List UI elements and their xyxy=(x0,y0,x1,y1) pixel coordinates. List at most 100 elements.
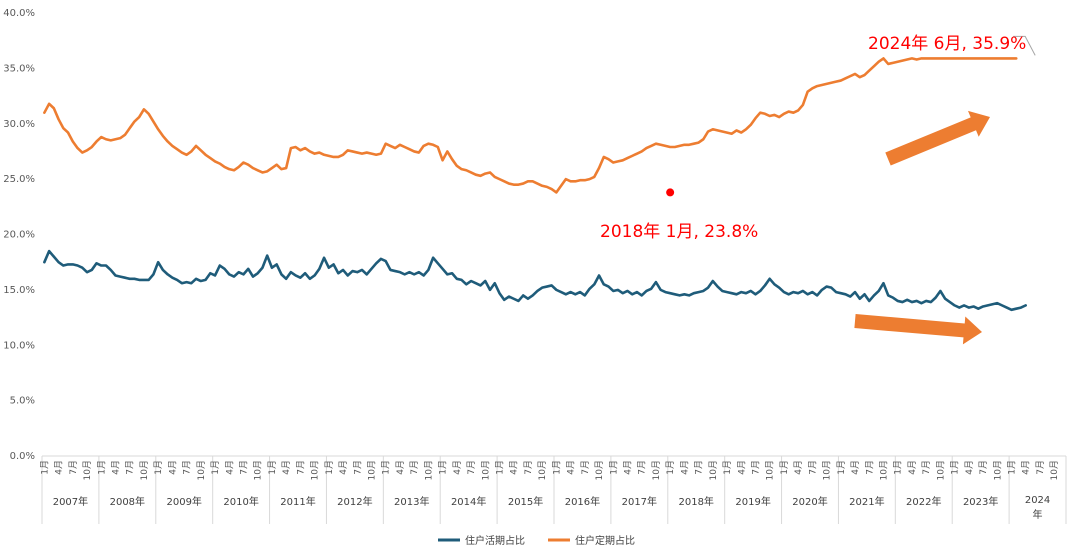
month-tick-label: 4月 xyxy=(850,460,861,475)
month-tick-label: 4月 xyxy=(110,460,121,475)
year-label: 2019年 xyxy=(735,495,770,508)
month-tick-label: 7月 xyxy=(238,460,249,475)
max-leader-line xyxy=(1013,35,1036,56)
year-label: 2018年 xyxy=(678,495,713,508)
month-tick-label: 4月 xyxy=(679,460,690,475)
month-tick-label: 7月 xyxy=(523,460,534,475)
year-label: 2013年 xyxy=(394,495,429,508)
trend-arrow-flat xyxy=(854,314,982,345)
month-tick-label: 10月 xyxy=(537,460,548,480)
series-line-demand xyxy=(43,249,1027,312)
month-tick-label: 4月 xyxy=(281,460,292,475)
month-tick-label: 7月 xyxy=(352,460,363,475)
month-tick-label: 1月 xyxy=(324,460,335,475)
month-tick-label: 4月 xyxy=(907,460,918,475)
month-tick-label: 7月 xyxy=(466,460,477,475)
month-tick-label: 4月 xyxy=(54,460,65,475)
month-tick-label: 4月 xyxy=(338,460,349,475)
month-tick-label: 4月 xyxy=(224,460,235,475)
month-tick-label: 4月 xyxy=(736,460,747,475)
y-tick-label: 10.0% xyxy=(3,340,35,351)
month-tick-label: 4月 xyxy=(1021,460,1032,475)
month-tick-label: 1月 xyxy=(381,460,392,475)
year-label: 2010年 xyxy=(223,495,258,508)
year-label: 2024 xyxy=(1025,495,1050,506)
y-axis: 0.0% 5.0% 10.0% 15.0% 20.0% 25.0% 30.0% 35.0% 40… xyxy=(3,8,1066,462)
month-tick-label: 7月 xyxy=(978,460,989,475)
month-tick-label: 7月 xyxy=(807,460,818,475)
annotation-layer: 2024年 6月, 35.9% 2018年 1月, 23.8% xyxy=(600,34,1036,345)
month-tick-label: 1月 xyxy=(893,460,904,475)
month-tick-label: 7月 xyxy=(409,460,420,475)
trend-arrow-up xyxy=(885,110,990,166)
month-tick-label: 10月 xyxy=(708,460,719,480)
month-tick-label: 10月 xyxy=(82,460,93,480)
y-tick-label: 0.0% xyxy=(10,451,35,462)
month-tick-label: 4月 xyxy=(167,460,178,475)
month-tick-label: 4月 xyxy=(964,460,975,475)
y-tick-label: 5.0% xyxy=(10,396,35,407)
month-tick-label: 10月 xyxy=(765,460,776,480)
month-tick-label: 10月 xyxy=(366,460,377,480)
y-tick-label: 20.0% xyxy=(3,230,35,241)
year-label: 2015年 xyxy=(508,495,543,508)
y-tick-label: 30.0% xyxy=(3,119,35,130)
y-tick-label: 25.0% xyxy=(3,174,35,185)
month-tick-label: 4月 xyxy=(622,460,633,475)
month-tick-label: 4月 xyxy=(452,460,463,475)
month-tick-label: 7月 xyxy=(921,460,932,475)
month-tick-label: 1月 xyxy=(779,460,790,475)
y-tick-label: 40.0% xyxy=(3,8,35,19)
year-label: 2017年 xyxy=(622,495,657,508)
month-tick-label: 1月 xyxy=(438,460,449,475)
month-tick-label: 7月 xyxy=(68,460,79,475)
month-tick-label: 10月 xyxy=(594,460,605,480)
month-tick-label: 7月 xyxy=(637,460,648,475)
year-label: 2009年 xyxy=(166,495,201,508)
year-label: 2014年 xyxy=(451,495,486,508)
month-tick-label: 10月 xyxy=(253,460,264,480)
month-tick-label: 4月 xyxy=(566,460,577,475)
month-tick-label: 1月 xyxy=(722,460,733,475)
year-label: 2023年 xyxy=(963,495,998,508)
month-tick-label: 4月 xyxy=(395,460,406,475)
max-annotation: 2024年 6月, 35.9% xyxy=(868,34,1026,54)
month-tick-label: 7月 xyxy=(1035,460,1046,475)
year-label: 2008年 xyxy=(110,495,145,508)
series-layer xyxy=(43,57,1027,312)
month-tick-label: 10月 xyxy=(196,460,207,480)
year-label: 2016年 xyxy=(565,495,600,508)
month-tick-label: 10月 xyxy=(878,460,889,480)
month-tick-label: 7月 xyxy=(864,460,875,475)
legend-label: 住户活期占比 xyxy=(465,534,525,547)
month-tick-label: 1月 xyxy=(1006,460,1017,475)
month-tick-label: 4月 xyxy=(509,460,520,475)
month-tick-label: 10月 xyxy=(423,460,434,480)
month-tick-label: 1月 xyxy=(153,460,164,475)
month-tick-label: 7月 xyxy=(750,460,761,475)
year-label: 2011年 xyxy=(280,495,315,508)
month-tick-label: 10月 xyxy=(310,460,321,480)
month-tick-label: 7月 xyxy=(580,460,591,475)
y-tick-label: 15.0% xyxy=(3,285,35,296)
month-tick-label: 10月 xyxy=(822,460,833,480)
legend: 住户活期占比 住户定期占比 xyxy=(438,534,635,547)
month-tick-label: 10月 xyxy=(1049,460,1060,480)
month-tick-label: 4月 xyxy=(793,460,804,475)
month-tick-label: 7月 xyxy=(125,460,136,475)
min-annotation: 2018年 1月, 23.8% xyxy=(600,222,758,242)
year-label: 2007年 xyxy=(53,495,88,508)
month-tick-label: 10月 xyxy=(992,460,1003,480)
month-tick-label: 1月 xyxy=(96,460,107,475)
year-label-suffix: 年 xyxy=(1033,508,1043,521)
y-tick-label: 35.0% xyxy=(3,63,35,74)
month-tick-label: 1月 xyxy=(551,460,562,475)
month-tick-label: 1月 xyxy=(665,460,676,475)
month-tick-label: 7月 xyxy=(182,460,193,475)
month-tick-label: 10月 xyxy=(139,460,150,480)
month-tick-label: 1月 xyxy=(950,460,961,475)
month-tick-label: 7月 xyxy=(694,460,705,475)
month-tick-label: 1月 xyxy=(39,460,50,475)
